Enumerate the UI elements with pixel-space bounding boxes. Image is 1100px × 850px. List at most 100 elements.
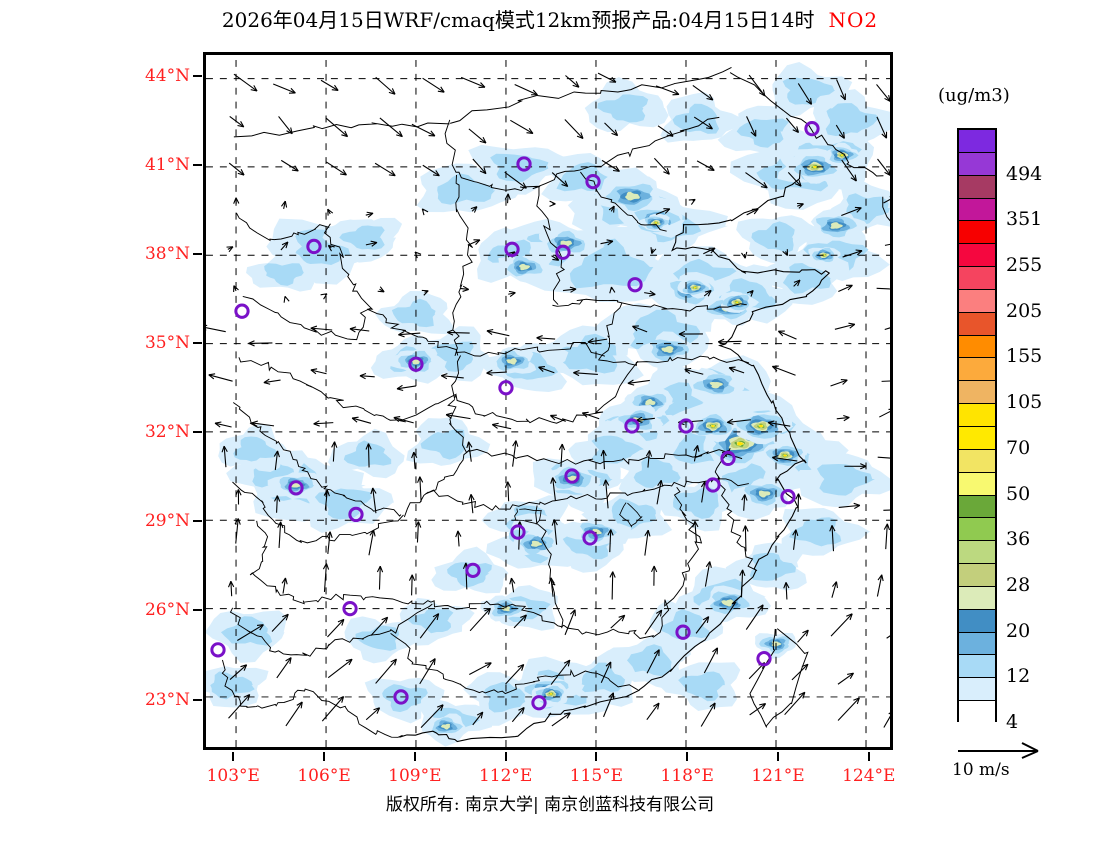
concentration-contour [554,333,618,374]
wind-vector [365,707,381,721]
colorbar-tick-label: 255 [1006,254,1043,277]
station-marker[interactable] [564,468,580,484]
station-marker[interactable] [510,524,526,540]
wind-vector [562,286,577,293]
station-marker[interactable] [555,244,571,260]
wind-vector [283,295,290,303]
wind-vector [408,574,416,596]
station-marker[interactable] [624,418,640,434]
boundary-line [652,486,703,638]
station-marker[interactable] [465,562,481,578]
boundary-line [452,174,474,357]
wind-vector [281,200,288,209]
wind-vector [509,577,516,593]
wind-vector [564,609,576,636]
wind-vector [644,290,656,297]
wind-vector [830,613,853,637]
boundary-line [729,72,884,177]
boundary-line [552,298,747,312]
station-marker[interactable] [627,277,643,293]
wind-vector [326,531,333,555]
colorbar-band [959,198,995,222]
title-text: 2026年04月15日WRF/cmaq模式12km预报产品:04月15日14时 [221,8,815,32]
concentration-contour [408,608,454,634]
boundary-line [232,402,402,517]
y-axis-label: 38°N [144,243,190,264]
copyright-footer: 版权所有: 南京大学| 南京创蓝科技有限公司 [385,795,715,815]
wind-vector [221,445,228,468]
boundary-line [236,212,330,242]
wind-vector [313,420,334,427]
station-marker[interactable] [498,380,514,396]
station-marker[interactable] [234,303,250,319]
colorbar-band [959,381,995,405]
wind-vector [700,702,716,727]
wind-vector [370,616,389,636]
wind-vector [883,196,890,204]
concentration-contour [549,693,553,695]
wind-vector [656,480,664,505]
boundary-line [221,659,403,738]
concentration-contour [437,173,496,205]
wind-vector [782,249,789,256]
station-marker[interactable] [720,450,736,467]
concentration-contour [597,94,649,123]
wind-vector [646,649,660,674]
station-marker[interactable] [342,600,358,617]
wind-vector [829,525,836,552]
wind-vector [836,414,850,422]
station-marker[interactable] [675,624,691,640]
station-marker[interactable] [585,173,601,190]
wind-vector [884,327,890,331]
station-marker[interactable] [504,241,520,257]
wind-vector [785,117,800,134]
station-marker[interactable] [348,506,364,523]
concentration-contour [816,463,875,496]
colorbar-band [959,426,995,450]
colorbar-band [959,449,995,473]
wind-vector [505,664,525,685]
station-marker[interactable] [210,642,226,658]
wind-vector [208,373,233,382]
station-marker[interactable] [678,418,694,434]
wind-vector [422,77,445,93]
concentration-contour [425,341,474,372]
station-marker[interactable] [288,480,304,496]
wind-vector [214,421,232,428]
y-axis-tick [193,342,202,345]
station-marker[interactable] [531,695,547,711]
colorbar-band [959,244,995,268]
wind-vector [746,208,759,216]
y-axis-label: 32°N [144,422,190,443]
wind-vector [883,509,890,511]
station-marker[interactable] [516,156,532,172]
wind-vector [783,582,790,600]
wind-vector [838,502,861,510]
station-marker[interactable] [408,356,424,372]
station-marker[interactable] [804,121,820,137]
wind-vector [877,456,890,459]
station-marker[interactable] [582,530,598,546]
wind-vector [228,162,245,176]
station-marker[interactable] [780,489,796,505]
y-axis-label: 29°N [144,511,190,532]
station-marker[interactable] [705,477,721,493]
wind-vector [273,450,280,471]
map-plot-area[interactable] [203,52,893,750]
boundary-line [425,478,749,511]
concentration-contour [391,298,436,328]
colorbar[interactable] [957,128,997,724]
wind-vector [739,569,746,598]
wind-vector [228,694,251,719]
y-axis-tick [193,163,202,166]
wind-vector [746,116,757,137]
wind-vector [650,565,658,586]
boundary-line [618,502,643,528]
station-marker[interactable] [393,689,409,705]
wind-vector [233,73,258,92]
station-marker[interactable] [306,238,322,255]
concentration-contour [625,644,672,677]
concentration-contour [441,723,451,730]
y-axis-tick [193,609,202,612]
station-marker[interactable] [756,651,772,667]
